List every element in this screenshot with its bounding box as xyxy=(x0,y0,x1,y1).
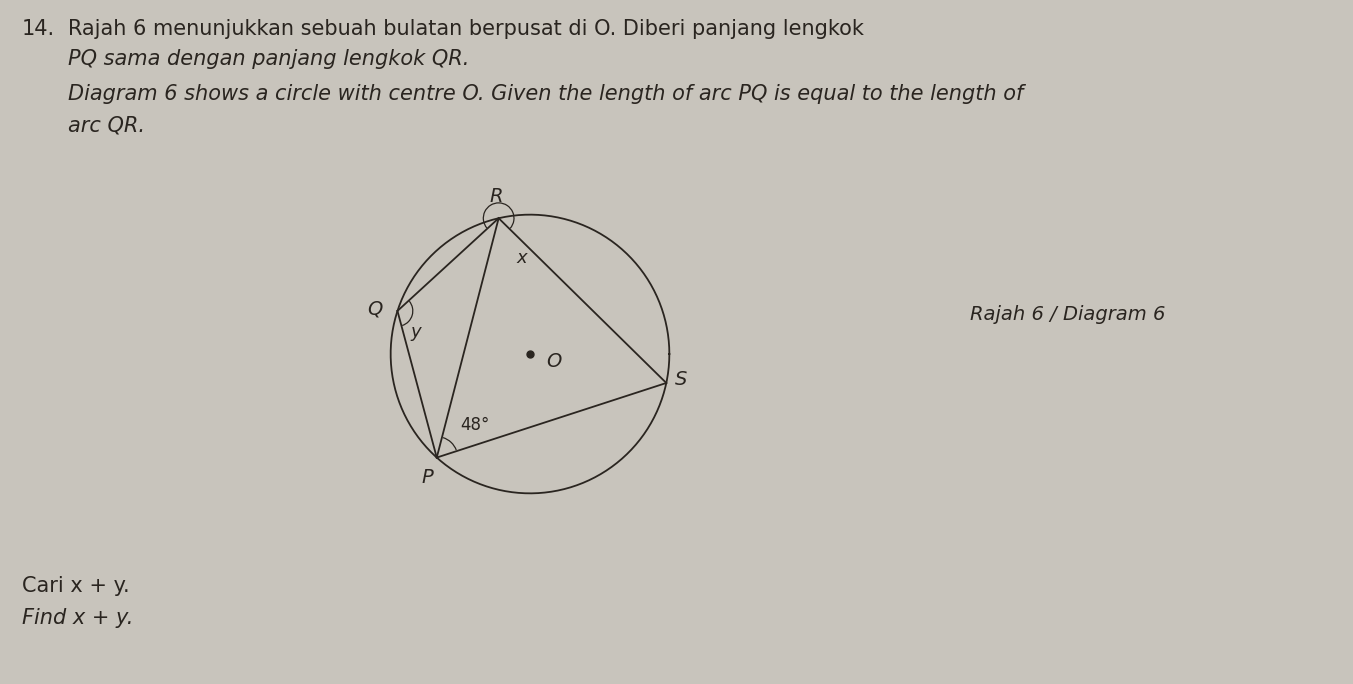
Text: Find x + y.: Find x + y. xyxy=(22,608,134,628)
Text: x: x xyxy=(517,249,528,267)
Text: Diagram 6 shows a circle with centre O. Given the length of arc PQ is equal to t: Diagram 6 shows a circle with centre O. … xyxy=(68,84,1023,104)
Text: R: R xyxy=(490,187,502,205)
Text: O: O xyxy=(547,352,561,371)
Text: arc QR.: arc QR. xyxy=(68,116,145,136)
Text: PQ sama dengan panjang lengkok QR.: PQ sama dengan panjang lengkok QR. xyxy=(68,49,469,69)
Text: Q: Q xyxy=(368,300,383,319)
Text: 14.: 14. xyxy=(22,19,55,39)
Text: Rajah 6 menunjukkan sebuah bulatan berpusat di O. Diberi panjang lengkok: Rajah 6 menunjukkan sebuah bulatan berpu… xyxy=(68,19,863,39)
Text: Cari x + y.: Cari x + y. xyxy=(22,576,130,596)
Text: y: y xyxy=(410,324,421,341)
Text: P: P xyxy=(422,469,433,488)
Text: Rajah 6 / Diagram 6: Rajah 6 / Diagram 6 xyxy=(970,304,1165,324)
Text: 48°: 48° xyxy=(460,416,490,434)
Text: S: S xyxy=(675,370,687,389)
